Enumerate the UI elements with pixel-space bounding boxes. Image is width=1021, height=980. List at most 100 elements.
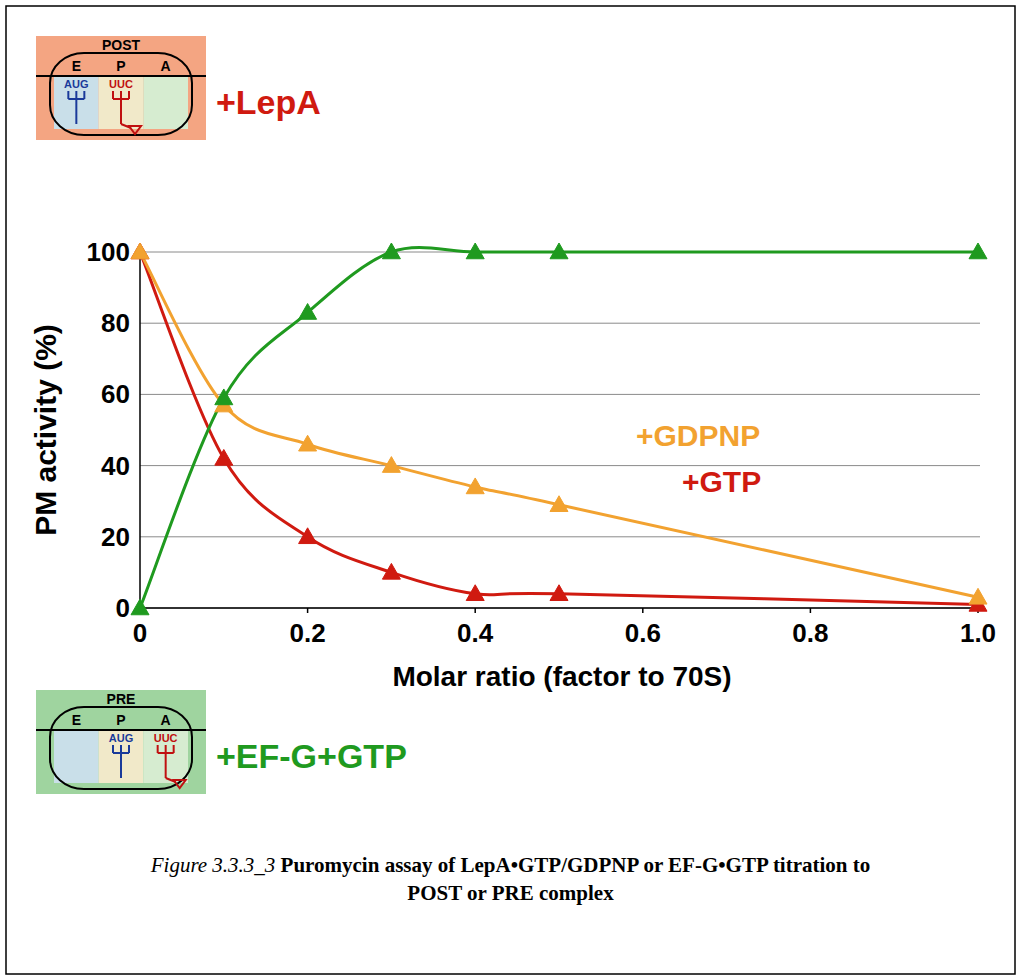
trna-prong [112,91,114,99]
x-axis [140,607,980,609]
inset-background [36,36,206,140]
figure: 02040608010000.20.40.60.81.0PM activity … [0,0,1021,980]
x-tick-label: 0.8 [792,618,828,648]
inset-title: PRE [107,691,136,707]
data-point [299,435,317,451]
series-line [140,248,978,608]
peptide [174,780,186,788]
site-label: P [116,58,125,74]
trna [113,745,129,778]
site-label: A [161,58,171,74]
data-point [969,588,987,604]
data-point [215,449,233,465]
grid-line [140,394,980,395]
y-axis-title: PM activity (%) [29,324,62,536]
trna-prong [173,745,175,753]
inset-background [36,690,206,794]
x-tick-label: 0.6 [625,618,661,648]
site [143,730,188,783]
codon: AUG [64,78,88,90]
site [143,76,188,129]
data-point [299,304,317,320]
y-axis [139,252,141,608]
x-tick-label: 0.4 [457,618,494,648]
trna-stem [120,99,122,124]
background [0,0,1021,980]
x-axis-title: Molar ratio (factor to 70S) [392,661,731,692]
y-tick-label: 20 [101,522,130,552]
caption-label: Figure 3.3.3_3 [150,853,281,877]
data-point [550,243,568,259]
inset-title: POST [102,37,141,53]
data-point [550,585,568,601]
site [99,730,144,783]
ribosome-inset: E P A POST AUG UUC [36,36,206,140]
data-point [466,585,484,601]
series-label: +GTP [682,465,761,498]
data-point [466,243,484,259]
trna [113,91,141,134]
trna-prong [67,91,69,99]
caption-title: POST or PRE complex [407,881,614,905]
peptide [129,126,141,134]
site-label: E [72,712,81,728]
site [99,76,144,129]
data-point [969,243,987,259]
grid-line [140,536,980,537]
data-point [131,599,149,615]
y-tick-label: 40 [101,451,130,481]
ribosome [50,53,192,135]
trna [68,91,84,124]
series-line [140,252,978,604]
series-line [140,252,978,597]
data-point [215,389,233,405]
caption: Figure 3.3.3_3 Puromycin assay of LepA•G… [150,853,871,877]
x-tick-label: 0 [133,618,147,648]
trna-prong [128,745,130,753]
trna-prong [83,91,85,99]
data-point [466,478,484,494]
trna-stem [120,753,122,778]
x-tick-label: 0.2 [290,618,326,648]
trna-prong [75,91,77,99]
ribosome [50,707,192,789]
trna-prong [165,745,167,753]
site-label: A [161,712,171,728]
data-point [131,243,149,259]
trna-prong [120,745,122,753]
caption: POST or PRE complex [407,881,614,905]
codon: UUC [109,78,133,90]
y-tick-label: 100 [87,237,130,267]
data-point [382,457,400,473]
codon: AUG [109,732,133,744]
site [54,730,99,783]
plot-marks [131,243,987,615]
trna-prong [120,91,122,99]
trna-prong [128,91,130,99]
codon: UUC [154,732,178,744]
series-label: +GDPNP [636,419,760,452]
data-point [382,563,400,579]
frame [6,6,1015,974]
trna-stem [75,99,77,124]
site-label: P [116,712,125,728]
data-point [131,243,149,259]
trna [158,745,186,788]
data-point [299,528,317,544]
site-label: E [72,58,81,74]
caption-title: Puromycin assay of LepA•GTP/GDPNP or EF-… [281,853,871,877]
inset-label: +LepA [216,83,321,121]
trna-stem [165,753,167,778]
grid-line [140,323,980,324]
grid-line [140,608,980,609]
trna-prong [112,745,114,753]
y-tick-label: 80 [101,308,130,338]
x-tick-label: 1.0 [960,618,996,648]
y-tick-label: 0 [116,593,130,623]
mrna [36,729,206,731]
grid-line [140,465,980,466]
mrna [36,75,206,77]
ribosome-inset: E P A PRE AUG UUC [36,690,206,794]
data-point [550,496,568,512]
data-point [382,243,400,259]
